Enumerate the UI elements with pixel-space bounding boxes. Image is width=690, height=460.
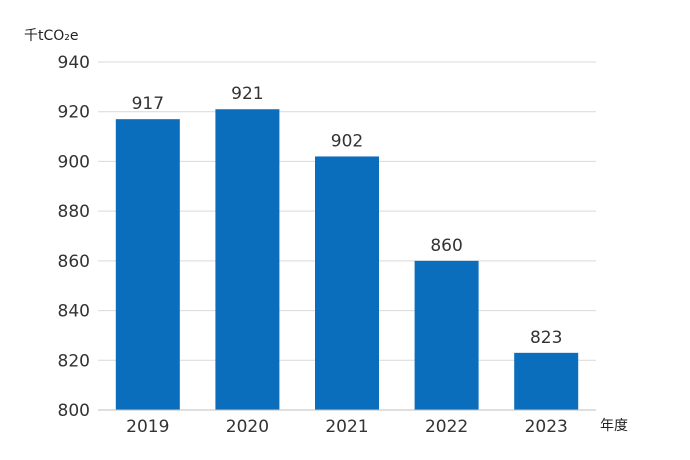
- y-tick-label: 900: [58, 152, 90, 172]
- data-labels: 917 921 902 860 823: [132, 84, 563, 348]
- x-tick-label: 2019: [126, 417, 169, 437]
- bar-2022: [414, 260, 479, 410]
- data-label-2023: 823: [530, 328, 562, 348]
- y-tick-label: 920: [58, 103, 90, 123]
- x-tick-label: 2022: [425, 417, 468, 437]
- y-tick-label: 840: [58, 302, 90, 322]
- x-axis-unit-label: 年度: [600, 418, 628, 434]
- y-tick-label: 820: [58, 351, 90, 371]
- bar-2023: [514, 352, 579, 410]
- bar-2020: [215, 109, 280, 410]
- bar-2019: [115, 119, 180, 411]
- x-tick-label: 2023: [525, 417, 568, 437]
- data-label-2020: 921: [231, 84, 263, 104]
- bar-2021: [315, 156, 379, 410]
- y-tick-label: 880: [58, 202, 90, 222]
- x-axis-ticks: 2019 2020 2021 2022 2023: [126, 417, 568, 437]
- y-axis-unit-label: 千tCO₂e: [24, 28, 79, 44]
- y-tick-label: 860: [58, 252, 90, 272]
- y-tick-label: 800: [58, 401, 90, 421]
- bars: [115, 109, 579, 411]
- data-label-2019: 917: [132, 94, 164, 114]
- y-tick-label: 940: [58, 53, 90, 73]
- data-label-2022: 860: [430, 236, 462, 256]
- x-tick-label: 2020: [226, 417, 269, 437]
- data-label-2021: 902: [331, 131, 363, 151]
- x-tick-label: 2021: [325, 417, 368, 437]
- y-axis-ticks: 800 820 840 860 880 900 920 940: [58, 53, 90, 421]
